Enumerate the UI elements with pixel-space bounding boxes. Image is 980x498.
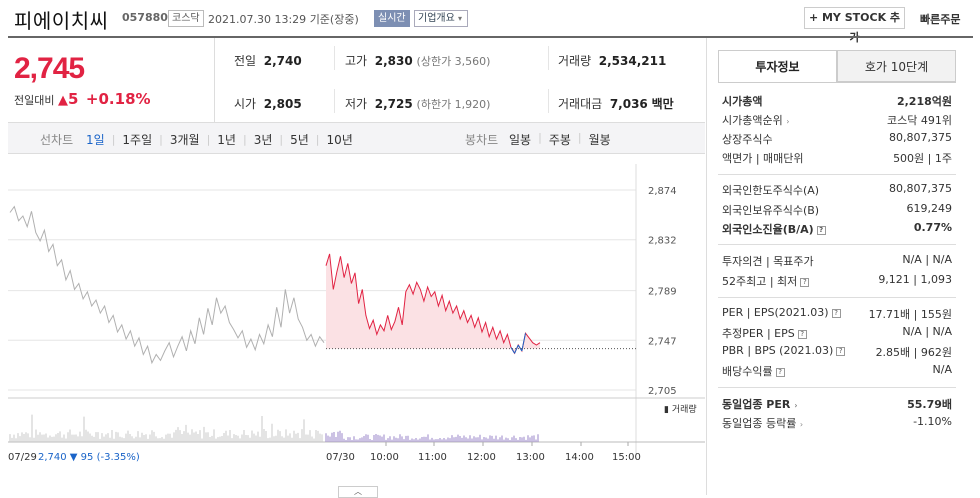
quick-order-link[interactable]: 빠른주문 bbox=[920, 13, 961, 26]
quote-open: 시가 2,805 bbox=[234, 97, 302, 111]
volume-legend: ▮ 거래량 bbox=[664, 403, 697, 415]
x-tick-label: 14:00 bbox=[565, 452, 594, 463]
period-tab[interactable]: 5년 bbox=[290, 133, 309, 147]
info-row-pbr: PBR | BPS (2021.03)? 2.85배 | 962원 bbox=[722, 344, 952, 359]
info-row-shares: 상장주식수 80,807,375 bbox=[722, 131, 952, 146]
info-row-sector-per: 동일업종 PER › 55.79배 bbox=[722, 398, 952, 411]
divider bbox=[334, 46, 335, 70]
info-row-dividend: 배당수익률? N/A bbox=[722, 363, 952, 378]
x-tick-label: 15:00 bbox=[612, 452, 641, 463]
candle-tab[interactable]: 주봉 bbox=[548, 133, 571, 147]
info-row-eper: 추정PER | EPS? N/A | N/A bbox=[722, 325, 952, 340]
header-divider bbox=[8, 36, 973, 38]
y-tick-label: 2,874 bbox=[648, 186, 677, 197]
tab-hoga[interactable]: 호가 10단계 bbox=[837, 50, 956, 82]
caret-right-icon: › bbox=[794, 401, 798, 410]
quote-volume: 거래량 2,534,211 bbox=[558, 54, 667, 68]
realtime-tag[interactable]: 실시간 bbox=[374, 10, 410, 27]
candle-tab[interactable]: 월봉 bbox=[588, 133, 611, 147]
help-icon[interactable]: ? bbox=[800, 278, 810, 287]
candle-tab[interactable]: 일봉 bbox=[509, 133, 532, 147]
period-tab[interactable]: 1년 bbox=[217, 133, 236, 147]
info-row-foreign-ratio: 외국인소진율(B/A)? 0.77% bbox=[722, 221, 952, 236]
company-name: 피에이치씨 bbox=[14, 9, 109, 33]
up-triangle-icon: ▲ bbox=[57, 93, 68, 108]
divider bbox=[548, 46, 549, 70]
y-tick-label: 2,705 bbox=[648, 386, 677, 397]
candle-period-tabs: 일봉 | 주봉 | 월봉 bbox=[509, 131, 611, 147]
datetime: 2021.07.30 13:29 기준(장중) bbox=[208, 13, 359, 26]
price-box bbox=[8, 38, 215, 122]
x-tick-label: 07/29 bbox=[8, 452, 37, 463]
today-line-down bbox=[510, 347, 516, 354]
info-row-foreign-hold: 외국인보유주식수(B) 619,249 bbox=[722, 202, 952, 217]
help-icon[interactable]: ? bbox=[816, 226, 826, 235]
info-row-market-cap: 시가총액 2,218억원 bbox=[722, 95, 952, 108]
x-tick-label: 07/30 bbox=[326, 452, 355, 463]
x-tick-label: 11:00 bbox=[418, 452, 447, 463]
right-panel bbox=[706, 38, 974, 495]
divider bbox=[334, 89, 335, 113]
period-tab[interactable]: 1일 bbox=[86, 133, 105, 147]
period-tab[interactable]: 1주일 bbox=[122, 133, 153, 147]
prev-day-line bbox=[9, 205, 325, 365]
info-row-rank: 시가총액순위 › 코스닥 491위 bbox=[722, 114, 952, 127]
change-pct: +0.18% bbox=[85, 90, 151, 108]
today-line-down bbox=[514, 344, 519, 354]
help-icon[interactable]: ? bbox=[836, 347, 846, 356]
y-tick-label: 2,747 bbox=[648, 336, 677, 347]
chevron-up-icon: ︿ bbox=[354, 487, 362, 496]
tab-underline bbox=[718, 82, 956, 83]
today-line-down bbox=[521, 333, 526, 352]
period-bar bbox=[8, 122, 705, 154]
x-tick-label: 13:00 bbox=[516, 452, 545, 463]
help-icon[interactable]: ? bbox=[797, 330, 807, 339]
tab-invest-info[interactable]: 투자정보 bbox=[718, 50, 837, 82]
help-icon[interactable]: ? bbox=[831, 309, 841, 318]
caret-right-icon: › bbox=[799, 420, 804, 429]
company-overview-select[interactable]: 기업개요 ▾ bbox=[414, 10, 468, 27]
divider bbox=[718, 244, 956, 245]
caret-right-icon: › bbox=[786, 117, 790, 126]
info-row-foreign-limit: 외국인한도주식수(A) 80,807,375 bbox=[722, 182, 952, 197]
divider bbox=[548, 89, 549, 113]
info-row-per: PER | EPS(2021.03)? 17.71배 | 155원 bbox=[722, 306, 952, 321]
quote-low: 저가 2,725 (하한가 1,920) bbox=[345, 97, 491, 111]
period-tab[interactable]: 3개월 bbox=[169, 133, 200, 147]
info-row-opinion: 투자의견 | 목표주가 N/A | N/A bbox=[722, 253, 952, 268]
chevron-down-icon: ▾ bbox=[458, 14, 463, 23]
prev-day-info: 2,740 ▼ 95 (-3.35%) bbox=[38, 452, 140, 463]
divider bbox=[718, 387, 956, 388]
collapse-handle[interactable]: ︿ bbox=[338, 486, 378, 498]
current-price: 2,745 bbox=[14, 52, 85, 85]
market-tag: 코스닥 bbox=[168, 10, 204, 27]
stock-code: 057880 bbox=[122, 11, 168, 24]
candle-chart-label: 봉차트 bbox=[465, 133, 499, 147]
period-tab[interactable]: 10년 bbox=[326, 133, 353, 147]
line-chart-label: 선차트 bbox=[40, 133, 74, 147]
mystock-add-button[interactable]: + MY STOCK 추가 bbox=[804, 7, 905, 44]
quote-prev: 전일 2,740 bbox=[234, 54, 302, 68]
today-line bbox=[325, 253, 541, 355]
quote-high: 고가 2,830 (상한가 3,560) bbox=[345, 54, 491, 68]
x-tick-label: 12:00 bbox=[467, 452, 496, 463]
line-period-tabs: 1일 | 1주일 | 3개월 | 1년 | 3년 | 5년 | 10년 bbox=[86, 133, 353, 147]
x-tick-label: 10:00 bbox=[370, 452, 399, 463]
quote-amount: 거래대금 7,036 백만 bbox=[558, 97, 674, 111]
info-row-face: 액면가 | 매매단위 500원 | 1주 bbox=[722, 152, 952, 165]
today-line-down bbox=[517, 344, 523, 352]
period-tab[interactable]: 3년 bbox=[253, 133, 273, 147]
info-row-52w: 52주최고 | 최저? 9,121 | 1,093 bbox=[722, 273, 952, 288]
price-chart[interactable]: 2,874 2,832 2,789 2,747 2,705 ▮ 거래량 07/29 07/30… bbox=[8, 154, 705, 495]
y-tick-label: 2,832 bbox=[648, 236, 677, 247]
y-tick-label: 2,789 bbox=[648, 287, 677, 298]
help-icon[interactable]: ? bbox=[775, 368, 785, 377]
info-row-sector-change: 동일업종 등락률 › -1.10% bbox=[722, 415, 952, 430]
divider bbox=[718, 174, 956, 175]
divider bbox=[718, 297, 956, 298]
plus-icon: + bbox=[808, 11, 822, 24]
price-change: 전일대비 ▲5 +0.18% bbox=[14, 90, 151, 108]
